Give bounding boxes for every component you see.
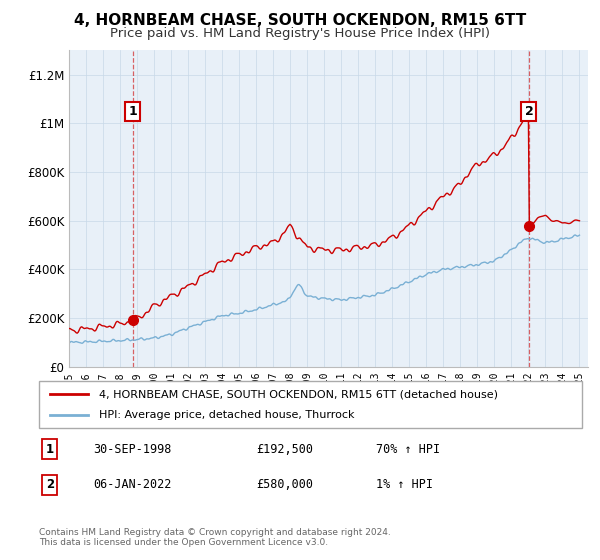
Text: 4, HORNBEAM CHASE, SOUTH OCKENDON, RM15 6TT (detached house): 4, HORNBEAM CHASE, SOUTH OCKENDON, RM15 …	[99, 389, 498, 399]
Text: 2: 2	[524, 105, 533, 118]
Text: Contains HM Land Registry data © Crown copyright and database right 2024.
This d: Contains HM Land Registry data © Crown c…	[39, 528, 391, 547]
FancyBboxPatch shape	[39, 381, 582, 428]
Text: Price paid vs. HM Land Registry's House Price Index (HPI): Price paid vs. HM Land Registry's House …	[110, 27, 490, 40]
Text: 1: 1	[46, 442, 54, 456]
Text: 06-JAN-2022: 06-JAN-2022	[94, 478, 172, 492]
Text: 70% ↑ HPI: 70% ↑ HPI	[376, 442, 440, 456]
Text: 1% ↑ HPI: 1% ↑ HPI	[376, 478, 433, 492]
Text: HPI: Average price, detached house, Thurrock: HPI: Average price, detached house, Thur…	[99, 410, 354, 420]
Text: 4, HORNBEAM CHASE, SOUTH OCKENDON, RM15 6TT: 4, HORNBEAM CHASE, SOUTH OCKENDON, RM15 …	[74, 13, 526, 28]
Text: 30-SEP-1998: 30-SEP-1998	[94, 442, 172, 456]
Text: 2: 2	[46, 478, 54, 492]
Text: 1: 1	[128, 105, 137, 118]
Text: £580,000: £580,000	[256, 478, 313, 492]
Text: £192,500: £192,500	[256, 442, 313, 456]
